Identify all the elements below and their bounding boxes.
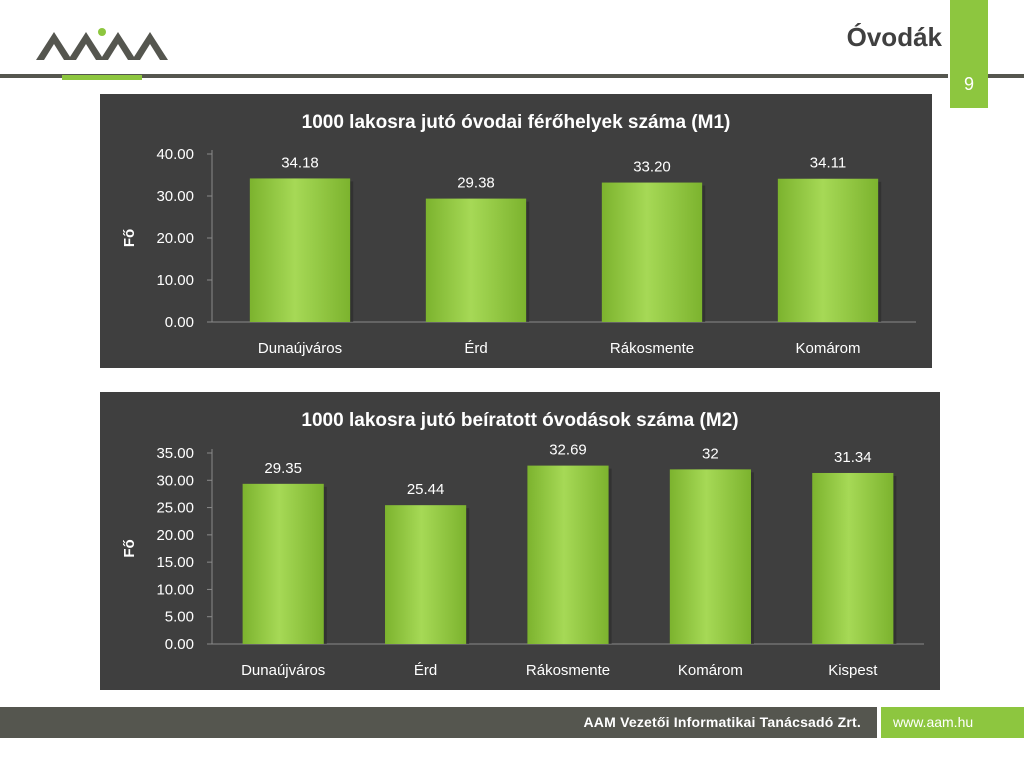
footer-company-name: AAM Vezetői Informatikai Tanácsadó Zrt. — [583, 714, 861, 730]
y-tick-label: 10.00 — [156, 581, 194, 598]
data-label: 33.20 — [633, 159, 671, 176]
bar-rákosmente — [601, 182, 703, 322]
data-label: 32.69 — [549, 442, 587, 459]
x-tick-label: Érd — [464, 340, 487, 357]
footer-website-link[interactable]: www.aam.hu — [893, 714, 974, 730]
y-tick-label: 10.00 — [156, 272, 194, 289]
bar-komárom — [777, 178, 879, 322]
bar-komárom — [669, 469, 751, 644]
bar-érd — [385, 505, 467, 644]
data-label: 34.18 — [281, 154, 319, 171]
y-tick-label: 20.00 — [156, 527, 194, 544]
x-tick-label: Dunaújváros — [241, 662, 325, 679]
data-label: 29.38 — [457, 175, 495, 192]
y-tick-label: 20.00 — [156, 230, 194, 247]
y-tick-label: 25.00 — [156, 500, 194, 517]
y-tick-label: 30.00 — [156, 188, 194, 205]
y-tick-label: 40.00 — [156, 146, 194, 163]
footer-website-tab — [881, 707, 1024, 738]
header-divider — [0, 74, 948, 78]
aam-logo-icon — [36, 28, 168, 60]
page-number: 9 — [963, 74, 974, 94]
data-label: 31.34 — [834, 449, 872, 466]
data-label: 29.35 — [264, 460, 302, 477]
chart-m1: 1000 lakosra jutó óvodai férőhelyek szám… — [121, 112, 916, 357]
x-tick-label: Komárom — [678, 662, 743, 679]
y-tick-label: 0.00 — [165, 636, 194, 653]
y-tick-label: 30.00 — [156, 472, 194, 489]
page-title: Óvodák — [846, 22, 942, 52]
x-tick-label: Dunaújváros — [258, 340, 342, 357]
data-label: 25.44 — [407, 481, 445, 498]
y-tick-label: 35.00 — [156, 445, 194, 462]
x-tick-label: Rákosmente — [526, 662, 610, 679]
y-tick-label: 0.00 — [165, 314, 194, 331]
y-axis-label: Fő — [121, 539, 138, 557]
x-tick-label: Érd — [414, 662, 437, 679]
bar-dunaújváros — [249, 178, 351, 322]
page-number-tab — [950, 0, 988, 108]
footer-bar — [0, 707, 877, 738]
chart-title: 1000 lakosra jutó beíratott óvodások szá… — [301, 410, 738, 431]
data-label: 34.11 — [810, 155, 846, 172]
y-tick-label: 5.00 — [165, 609, 194, 626]
y-axis-label: Fő — [121, 229, 138, 247]
bar-kispest — [812, 472, 894, 644]
x-tick-label: Komárom — [795, 340, 860, 357]
header-divider-right — [988, 74, 1024, 78]
chart-title: 1000 lakosra jutó óvodai férőhelyek szám… — [302, 112, 731, 133]
logo-accent-bar — [62, 75, 142, 80]
chart-panel-m2: 1000 lakosra jutó beíratott óvodások szá… — [100, 392, 940, 690]
chart-panel-m1: 1000 lakosra jutó óvodai férőhelyek szám… — [100, 94, 932, 368]
data-label: 32 — [702, 445, 719, 462]
bar-érd — [425, 198, 527, 322]
x-tick-label: Rákosmente — [610, 340, 694, 357]
chart-m2: 1000 lakosra jutó beíratott óvodások szá… — [121, 410, 924, 679]
y-tick-label: 15.00 — [156, 554, 194, 571]
x-tick-label: Kispest — [828, 662, 878, 679]
bar-rákosmente — [527, 465, 609, 644]
bar-dunaújváros — [242, 483, 324, 644]
